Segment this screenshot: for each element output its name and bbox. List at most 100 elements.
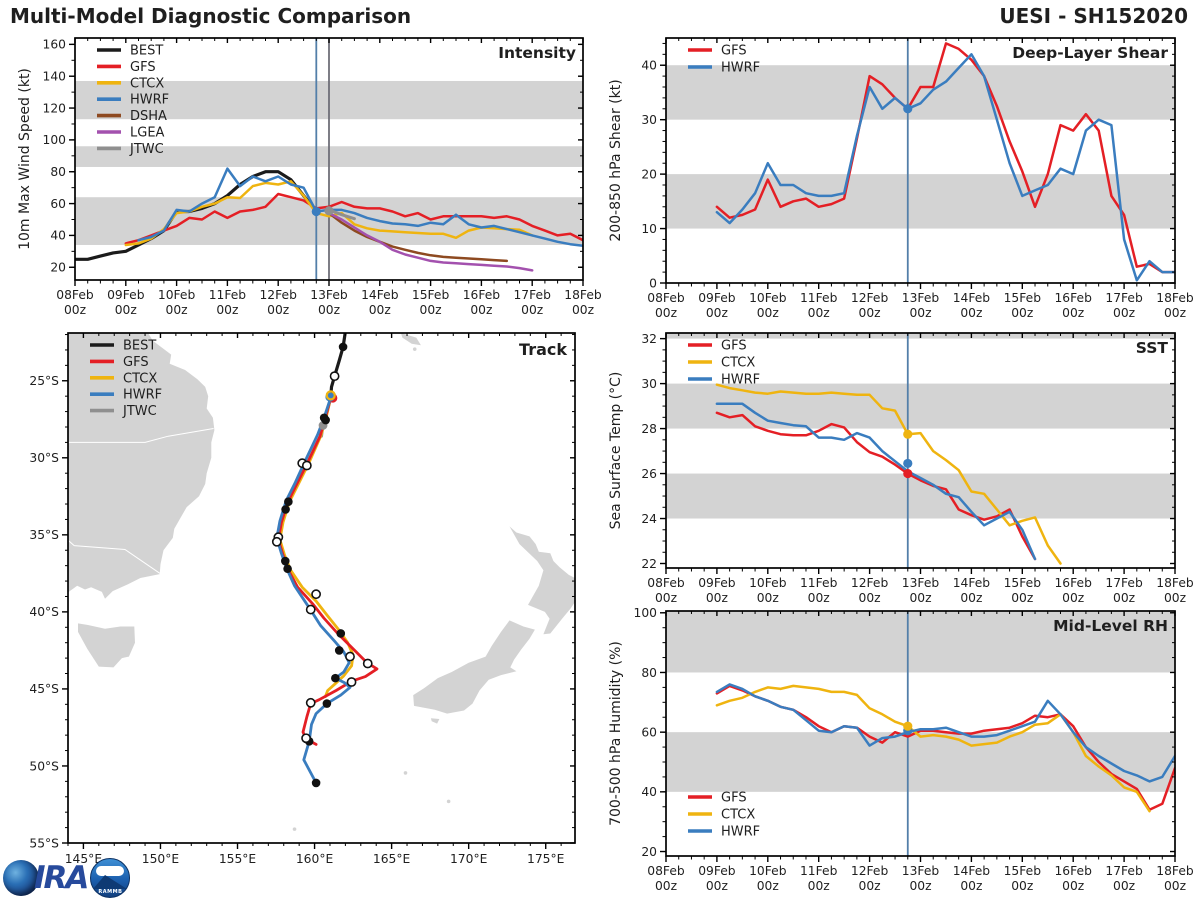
tick-label: 165°E	[373, 852, 410, 866]
y-axis-label: 10m Max Wind Speed (kt)	[17, 68, 33, 250]
y-axis-label: 700-500 hPa Humidity (%)	[608, 641, 624, 826]
tick-label: 18Feb	[1156, 864, 1194, 878]
cira-rammb-logo: IRA RAMMB	[3, 858, 131, 898]
tick-label: 00z	[706, 591, 728, 605]
tick-label: HWRF	[721, 373, 760, 388]
tick-label: 00z	[1011, 879, 1033, 893]
tick-label: 00z	[521, 303, 543, 317]
tick-label: GFS	[123, 355, 149, 370]
track-marker-00z	[338, 342, 348, 352]
track-marker-12z	[346, 677, 357, 687]
tick-label: JTWC	[122, 404, 157, 419]
init-dot	[903, 458, 913, 469]
tick-label: BEST	[123, 339, 156, 354]
tick-label: 30°S	[29, 451, 59, 465]
track-marker-12z	[362, 658, 373, 669]
tick-label: 00z	[1113, 306, 1135, 320]
tick-label: 00z	[1062, 879, 1084, 893]
tick-label: 16Feb	[1054, 291, 1092, 305]
tick-label: 00z	[706, 306, 728, 320]
tick-label: JTWC	[129, 142, 164, 157]
tick-label: 12Feb	[259, 288, 297, 302]
panel-intensity: 08Feb00z09Feb00z10Feb00z11Feb00z12Feb00z…	[17, 37, 602, 317]
tick-label: GFS	[721, 339, 747, 354]
tick-label: 18Feb	[564, 288, 602, 302]
panel-track: 145°E 150°E 155°E 160°E 165°E 170°E 175°E 25°S 3…	[29, 332, 576, 866]
tick-label: 00z	[1164, 591, 1186, 605]
tick-label: 00z	[216, 303, 238, 317]
tick-label: 00z	[859, 306, 881, 320]
tick-label: 28	[641, 422, 657, 436]
rammb-text: RAMMB	[98, 889, 123, 895]
tick-label: 150°E	[142, 852, 179, 866]
series-HWRF	[715, 402, 1037, 561]
tick-label: 14Feb	[953, 576, 991, 590]
axis-ticks: 145°E 150°E 155°E 160°E 165°E 170°E 175°E 25°S 3…	[29, 333, 575, 866]
tick-label: 11Feb	[800, 291, 838, 305]
track-marker-12z	[301, 733, 311, 744]
land-australia	[68, 333, 215, 599]
tick-label: HWRF	[123, 388, 162, 403]
tick-label: 09Feb	[698, 291, 736, 305]
tick-label: 100	[43, 133, 66, 147]
tick-label: 00z	[267, 303, 289, 317]
tick-label: 15Feb	[412, 288, 450, 302]
tick-label: 20	[641, 845, 657, 859]
tick-label: 00z	[470, 303, 492, 317]
axis-ticks: 08Feb00z09Feb00z10Feb00z11Feb00z12Feb00z…	[641, 38, 1194, 320]
series-HWRF	[715, 683, 1175, 783]
tick-label: 140	[43, 70, 66, 84]
tick-label: 14Feb	[361, 288, 399, 302]
track-marker-00z	[321, 415, 330, 425]
series-HWRF	[137, 167, 583, 248]
tick-label: 14Feb	[953, 864, 991, 878]
track-marker-12z	[305, 697, 316, 708]
cira-globe-icon	[3, 860, 39, 896]
category-band	[666, 174, 1175, 229]
tick-label: 08Feb	[647, 291, 685, 305]
tick-label: GFS	[721, 44, 747, 59]
tick-label: 15Feb	[1004, 291, 1042, 305]
track-marker-12z	[329, 371, 340, 382]
tick-label: 50°S	[29, 759, 59, 773]
tick-label: 11Feb	[209, 288, 247, 302]
tick-label: 20	[50, 261, 66, 275]
tick-label: 120	[43, 101, 66, 115]
tick-label: 12Feb	[851, 864, 889, 878]
tick-label: 10Feb	[158, 288, 196, 302]
tick-label: 40	[50, 229, 66, 243]
tick-label: 0	[649, 276, 657, 290]
track-marker-00z	[283, 564, 292, 574]
tick-label: 10	[641, 222, 657, 236]
panel-shear: 08Feb00z09Feb00z10Feb00z11Feb00z12Feb00z…	[608, 37, 1194, 320]
tick-label: 160°E	[296, 852, 333, 866]
init-dot	[903, 721, 913, 731]
track-marker-12z	[345, 651, 355, 662]
tick-label: 00z	[859, 591, 881, 605]
category-band	[666, 65, 1175, 120]
track-HWRF	[275, 396, 352, 785]
tick-label: 00z	[1062, 306, 1084, 320]
track-marker-12z	[271, 536, 282, 547]
series-CTCX	[715, 383, 1062, 565]
tick-label: 00z	[655, 879, 677, 893]
tick-label: GFS	[721, 791, 747, 806]
series-CTCX	[715, 684, 1151, 813]
tick-label: 12Feb	[851, 291, 889, 305]
track-marker-00z	[336, 629, 346, 638]
y-axis-label: 200-850 hPa Shear (kt)	[608, 79, 624, 241]
tick-label: 175°E	[527, 852, 564, 866]
cloud-icon	[96, 866, 125, 876]
land-stewart-island	[430, 718, 440, 724]
model-start-ring	[325, 390, 336, 401]
init-dot	[311, 206, 321, 217]
tick-label: 00z	[859, 879, 881, 893]
track-marker-12z	[311, 589, 322, 600]
tick-label: 20	[641, 167, 657, 181]
tick-label: 00z	[1164, 879, 1186, 893]
series-DSHA	[327, 211, 509, 263]
tick-label: 00z	[64, 303, 86, 317]
tick-label: 155°E	[219, 852, 256, 866]
tick-label: 22	[641, 557, 657, 571]
